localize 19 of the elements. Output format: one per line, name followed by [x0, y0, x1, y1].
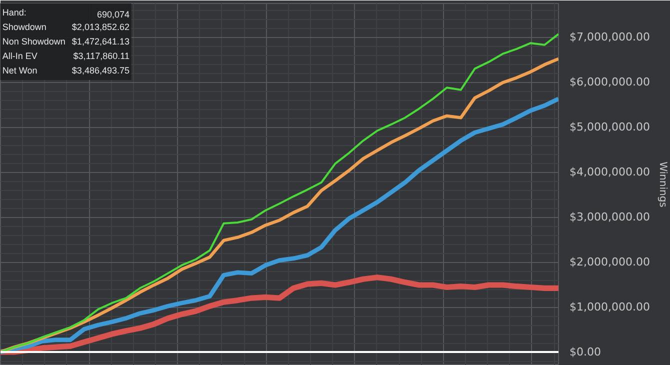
- y-tick-label: $0.00: [570, 346, 601, 359]
- y-tick-label: $1,000,000.00: [570, 300, 650, 314]
- annotation: $3,486,493.75: [72, 66, 130, 76]
- annotation: $3,117,860.11: [73, 51, 130, 61]
- annotation: $1,472,641.13: [72, 36, 130, 46]
- y-tick-label: $6,000,000.00: [570, 76, 650, 89]
- y-tick-label: $3,000,000.00: [570, 210, 650, 224]
- annotation: 690,074: [96, 10, 130, 20]
- y-tick-label: $4,000,000.00: [570, 166, 650, 179]
- y-tick-label: $5,000,000.00: [570, 120, 650, 134]
- annotation: Net Won: [2, 66, 38, 76]
- y-axis-title: Winnings: [656, 162, 668, 208]
- annotation: $2,013,852.62: [72, 22, 130, 32]
- annotation: Hand:: [2, 8, 26, 18]
- y-tick-label: $7,000,000.00: [570, 30, 650, 44]
- y-tick-label: $2,000,000.00: [570, 256, 650, 269]
- annotation: All-In EV: [2, 51, 38, 61]
- annotation: Non Showdown: [2, 36, 66, 46]
- annotation: Showdown: [2, 22, 46, 32]
